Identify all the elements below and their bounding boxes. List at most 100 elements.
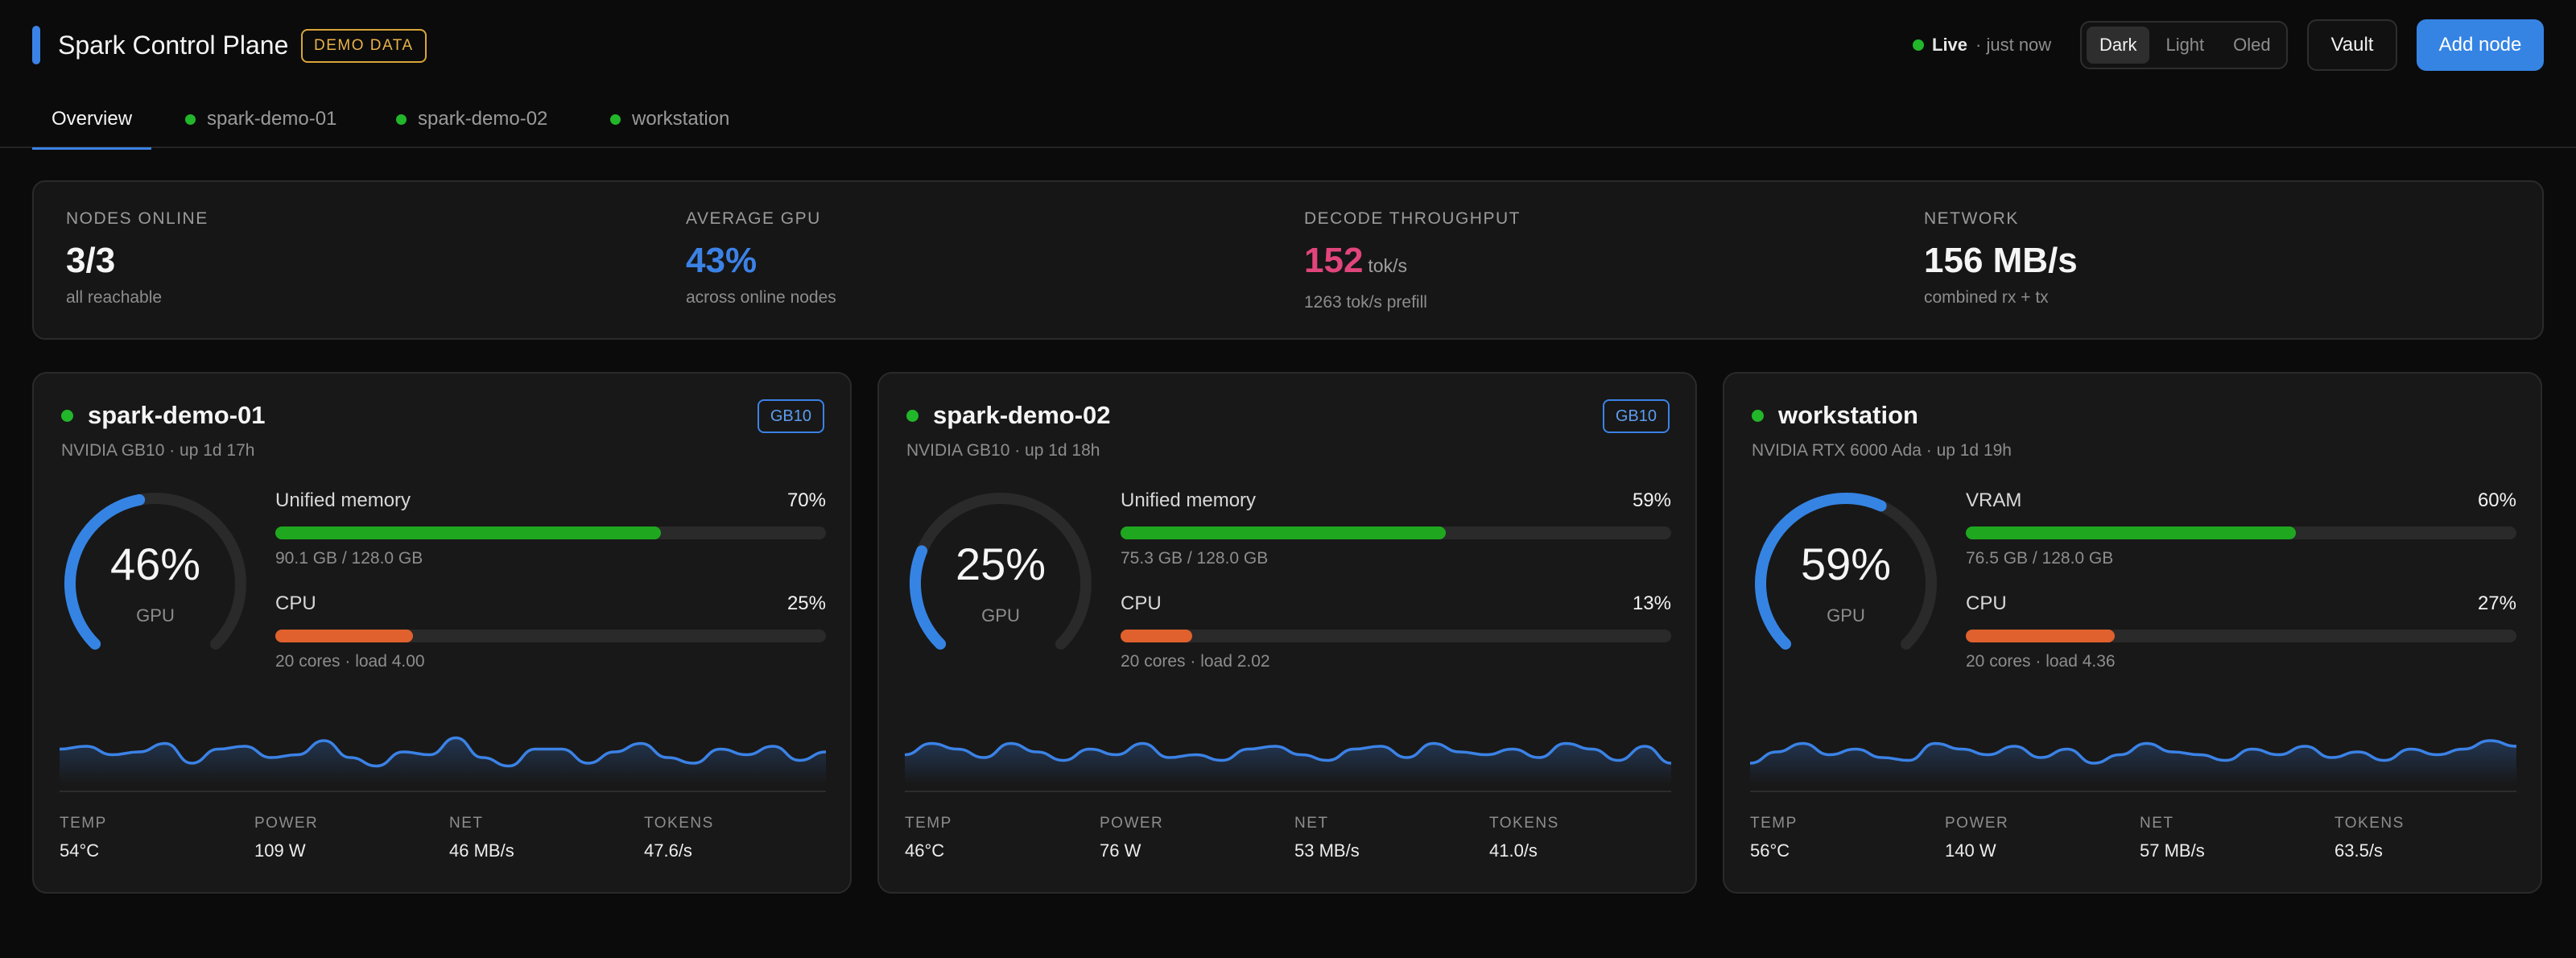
memory-bar-track [1966, 526, 2516, 539]
stat-decode-throughput: DECODE THROUGHPUT 152 tok/s 1263 tok/s pr… [1304, 209, 1521, 312]
memory-bar-track [275, 526, 826, 539]
stat-nodes-online: NODES ONLINE 3/3 all reachable [66, 209, 208, 308]
metric-label: NET [1294, 815, 1329, 832]
cpu-bar-fill [275, 630, 413, 642]
theme-switcher: Dark Light Oled [2080, 21, 2288, 69]
gpu-gauge-value: 46% [109, 539, 201, 589]
metric-value: 41.0/s [1489, 840, 1538, 861]
cpu-bar-fill [1966, 630, 2115, 642]
memory-meter-header: VRAM 60% [1966, 489, 2516, 512]
metric-net: NET 46 MB/s [449, 815, 514, 861]
gpu-gauge: 46% GPU [61, 489, 250, 678]
metric-label: POWER [1945, 815, 2009, 832]
gpu-gauge-label: GPU [981, 605, 1020, 626]
top-header: Spark Control Plane DEMO DATA Live · jus… [0, 0, 2576, 90]
gpu-gauge-label: GPU [136, 605, 175, 626]
node-name: workstation [1778, 401, 1918, 429]
card-divider [60, 791, 826, 792]
node-hardware-uptime: NVIDIA GB10 · up 1d 17h [61, 441, 255, 460]
sparkline-line [905, 741, 1671, 765]
sparkline-area [60, 737, 826, 784]
memory-meter: Unified memory 70% 90.1 GB / 128.0 GB [275, 489, 826, 568]
sparkline-area [1750, 741, 2516, 784]
metric-value: 46 MB/s [449, 840, 514, 861]
node-card-spark-demo-01[interactable]: spark-demo-01 NVIDIA GB10 · up 1d 17h GB… [32, 372, 852, 894]
cpu-percent: 27% [2477, 593, 2516, 614]
stat-sub: all reachable [66, 288, 163, 307]
metric-value: 54°C [60, 840, 100, 861]
metric-value: 57 MB/s [2140, 840, 2205, 861]
vault-button[interactable]: Vault [2307, 19, 2397, 71]
metric-power: POWER 76 W [1100, 815, 1163, 861]
metric-temp: TEMP 56°C [1750, 815, 1798, 861]
stat-sub: combined rx + tx [1924, 288, 2049, 307]
theme-option-light[interactable]: Light [2165, 35, 2205, 55]
gpu-gauge-value: 59% [1800, 539, 1892, 589]
activity-sparkline [60, 736, 826, 784]
metric-power: POWER 109 W [254, 815, 318, 861]
memory-bar-fill [1121, 526, 1446, 539]
add-node-button[interactable]: Add node [2417, 19, 2544, 71]
stat-sub: 1263 tok/s prefill [1304, 293, 1427, 312]
node-card-header: spark-demo-02 [906, 401, 1111, 430]
metric-net: NET 57 MB/s [2140, 815, 2205, 861]
memory-bar-fill [275, 526, 661, 539]
cpu-meter-header: CPU 27% [1966, 593, 2516, 615]
cpu-load: 20 cores · load 4.00 [275, 652, 425, 671]
theme-option-oled[interactable]: Oled [2233, 35, 2271, 55]
metric-value: 76 W [1100, 840, 1141, 861]
node-card-header: spark-demo-01 [61, 401, 266, 430]
tab-spark-demo-01[interactable]: spark-demo-01 [185, 90, 336, 148]
cpu-meter: CPU 13% 20 cores · load 2.02 [1121, 593, 1671, 671]
online-dot-icon [610, 114, 621, 125]
online-dot-icon [396, 114, 407, 125]
online-dot-icon [906, 409, 919, 422]
card-divider [1750, 791, 2516, 792]
metric-tokens: TOKENS 47.6/s [644, 815, 714, 861]
tab-workstation[interactable]: workstation [610, 90, 729, 148]
memory-usage: 75.3 GB / 128.0 GB [1121, 549, 1269, 568]
gpu-gauge-fill [910, 545, 947, 650]
cpu-bar-track [1966, 630, 2516, 642]
metric-value: 46°C [905, 840, 945, 861]
memory-meter: VRAM 60% 76.5 GB / 128.0 GB [1966, 489, 2516, 568]
node-card-workstation[interactable]: workstation NVIDIA RTX 6000 Ada · up 1d … [1723, 372, 2542, 894]
cpu-bar-track [1121, 630, 1671, 642]
stat-network: NETWORK 156 MB/s combined rx + tx [1924, 209, 2078, 308]
metric-value: 47.6/s [644, 840, 692, 861]
gpu-gauge: 25% GPU [906, 489, 1095, 678]
metric-value: 63.5/s [2334, 840, 2383, 861]
metric-label: TOKENS [644, 815, 714, 832]
theme-option-dark[interactable]: Dark [2087, 27, 2150, 64]
gpu-gauge-label: GPU [1827, 605, 1865, 626]
sparkline-line [60, 736, 826, 768]
app-title: Spark Control Plane [58, 31, 289, 60]
live-status-dot-icon [1913, 39, 1924, 51]
memory-usage: 90.1 GB / 128.0 GB [275, 549, 423, 568]
node-name: spark-demo-01 [88, 401, 266, 429]
stat-value: 3/3 [66, 241, 116, 280]
cpu-meter: CPU 25% 20 cores · load 4.00 [275, 593, 826, 671]
tab-label: spark-demo-02 [418, 108, 548, 130]
metric-label: TOKENS [2334, 815, 2405, 832]
node-gpu-badge: GB10 [1602, 399, 1670, 433]
metric-label: TEMP [60, 815, 107, 832]
cpu-percent: 13% [1632, 593, 1671, 614]
memory-bar-track [1121, 526, 1671, 539]
online-dot-icon [61, 409, 73, 422]
brand-accent-bar [32, 26, 40, 64]
metric-power: POWER 140 W [1945, 815, 2008, 861]
metric-label: TEMP [1750, 815, 1798, 832]
node-card-spark-demo-02[interactable]: spark-demo-02 NVIDIA GB10 · up 1d 18h GB… [877, 372, 1697, 894]
metric-temp: TEMP 54°C [60, 815, 107, 861]
tab-spark-demo-02[interactable]: spark-demo-02 [396, 90, 547, 148]
metric-tokens: TOKENS 41.0/s [1489, 815, 1559, 861]
tab-label: Overview [52, 108, 133, 130]
metric-tokens: TOKENS 63.5/s [2334, 815, 2405, 861]
memory-meter: Unified memory 59% 75.3 GB / 128.0 GB [1121, 489, 1671, 568]
cpu-bar-fill [1121, 630, 1192, 642]
memory-label: VRAM [1966, 489, 2022, 511]
tab-overview[interactable]: Overview [31, 90, 152, 150]
stat-value-row: 152 tok/s [1304, 240, 1521, 287]
stat-label: DECODE THROUGHPUT [1304, 209, 1521, 228]
